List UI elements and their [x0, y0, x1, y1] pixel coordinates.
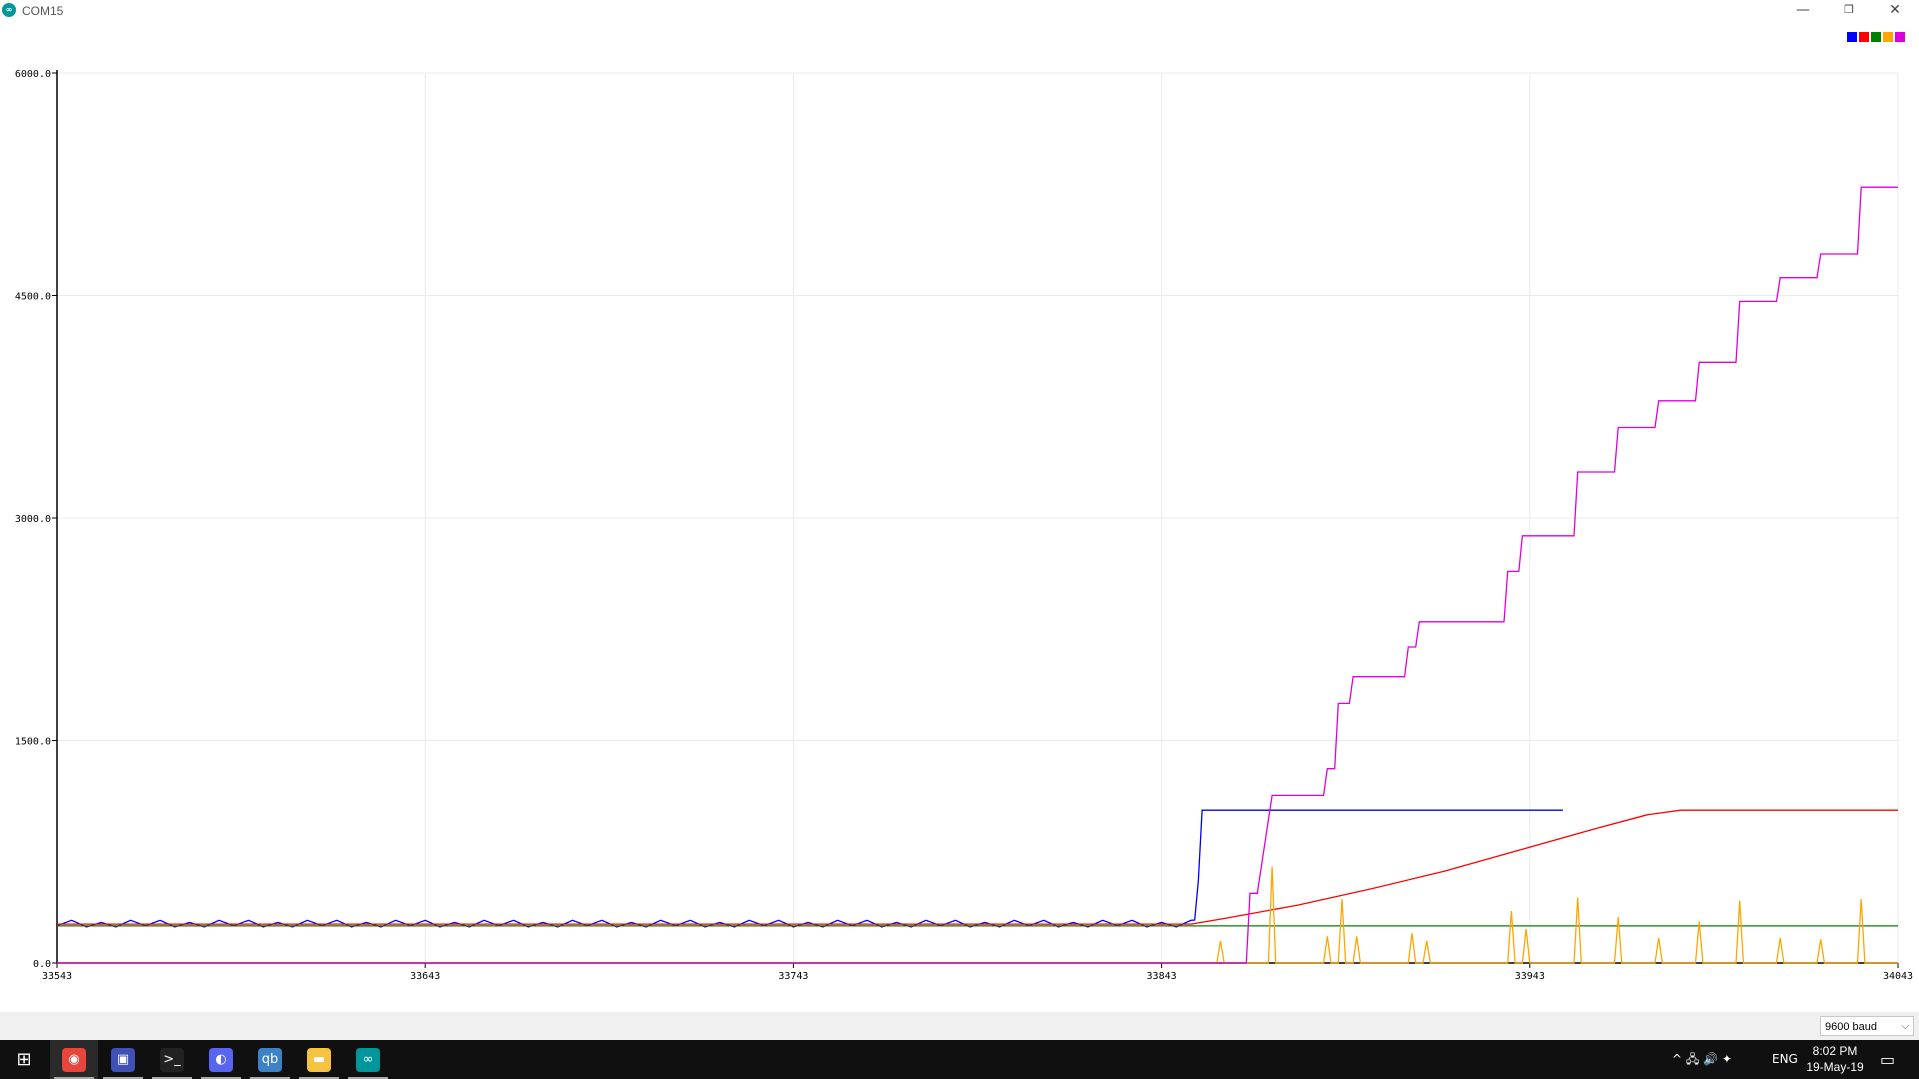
- windows-logo-icon: ⊞: [16, 1049, 32, 1070]
- serial-plot: 33543 33643 33743 33843 33943 34043 0.0 1500.0 3…: [15, 69, 1913, 982]
- x-tick-label: 34043: [1883, 971, 1913, 982]
- y-tick-label: 0.0: [33, 959, 51, 970]
- x-tick-label: 33843: [1147, 971, 1177, 982]
- taskbar-app-icon: ▣: [111, 1048, 135, 1072]
- bottom-bar: [0, 1012, 1919, 1040]
- language-indicator[interactable]: ENG: [1772, 1052, 1798, 1066]
- y-tick-label: 4500.0: [15, 292, 51, 303]
- x-tick-label: 33943: [1515, 971, 1545, 982]
- taskbar-app-7[interactable]: ∞: [344, 1040, 392, 1079]
- series-line-2: [57, 809, 1898, 925]
- taskbar-app-icon: >_: [160, 1048, 184, 1072]
- restore-button[interactable]: ❐: [1844, 3, 1854, 16]
- taskbar-app-4[interactable]: ◐: [197, 1040, 245, 1079]
- taskbar-app-icon: ∞: [356, 1048, 380, 1072]
- series-line-4: [57, 866, 1898, 964]
- y-tick-label: 6000.0: [15, 69, 51, 80]
- legend-swatch-5: [1895, 32, 1905, 42]
- chevron-down-icon: ⌵: [1901, 1021, 1909, 1032]
- legend-swatch-1: [1847, 32, 1857, 42]
- x-tick-label: 33743: [778, 971, 808, 982]
- clock[interactable]: 8:02 PM 19-May-19: [1800, 1043, 1870, 1075]
- taskbar-app-5[interactable]: qb: [246, 1040, 294, 1079]
- running-indicator: [103, 1077, 143, 1079]
- series-line-5: [57, 186, 1898, 964]
- taskbar-app-icon: ◉: [62, 1048, 86, 1072]
- y-tick-label: 1500.0: [15, 737, 51, 748]
- taskbar-app-3[interactable]: >_: [148, 1040, 196, 1079]
- running-indicator: [299, 1077, 339, 1079]
- minimize-button[interactable]: —: [1796, 2, 1810, 18]
- running-indicator: [54, 1077, 94, 1079]
- notification-icon[interactable]: ▭: [1880, 1050, 1896, 1069]
- title-bar: ∞ COM15 — ❐ ✕: [0, 0, 1919, 22]
- system-tray-icons[interactable]: ^ 🖧 🔊 ✦: [1672, 1052, 1732, 1066]
- x-tick-label: 33643: [410, 971, 440, 982]
- baud-rate-value: 9600 baud: [1825, 1021, 1877, 1033]
- running-indicator: [250, 1077, 290, 1079]
- taskbar-app-icon: ▬: [307, 1048, 331, 1072]
- running-indicator: [152, 1077, 192, 1079]
- running-indicator: [201, 1077, 241, 1079]
- clock-date: 19-May-19: [1806, 1060, 1864, 1074]
- close-button[interactable]: ✕: [1889, 2, 1901, 18]
- y-tick-label: 3000.0: [15, 514, 51, 525]
- baud-rate-select[interactable]: 9600 baud ⌵: [1820, 1016, 1914, 1036]
- running-indicator: [348, 1077, 388, 1079]
- legend-swatch-2: [1859, 32, 1869, 42]
- taskbar-app-icon: qb: [258, 1048, 282, 1072]
- series-line-1: [56, 809, 1563, 928]
- legend-swatch-4: [1883, 32, 1893, 42]
- legend-swatch-3: [1871, 32, 1881, 42]
- start-button[interactable]: ⊞: [0, 1040, 48, 1079]
- arduino-logo-icon: ∞: [2, 3, 16, 17]
- taskbar-app-1[interactable]: ◉: [50, 1040, 98, 1079]
- legend: [1847, 32, 1907, 42]
- clock-time: 8:02 PM: [1812, 1044, 1858, 1058]
- windows-taskbar: ⊞ ◉ ▣ >_ ◐ qb ▬ ∞ ^ 🖧 🔊 ✦ ENG 8:02 PM 19-May-1…: [0, 1040, 1919, 1079]
- window-title: COM15: [22, 4, 64, 18]
- taskbar-app-icon: ◐: [209, 1048, 233, 1072]
- taskbar-app-2[interactable]: ▣: [99, 1040, 147, 1079]
- taskbar-app-6[interactable]: ▬: [295, 1040, 343, 1079]
- x-tick-label: 33543: [42, 971, 72, 982]
